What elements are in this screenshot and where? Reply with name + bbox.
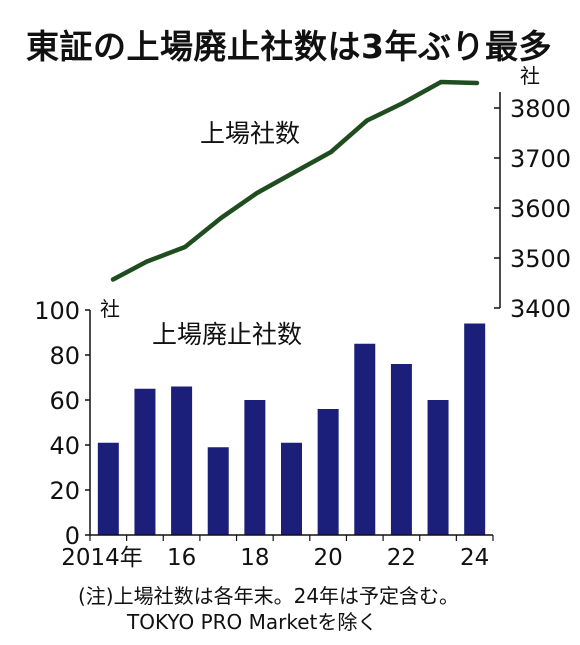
bar-series-label: 上場廃止社数 xyxy=(152,320,302,349)
bar-2016 xyxy=(171,386,193,535)
line-series-label: 上場社数 xyxy=(200,119,300,148)
line-series-upper xyxy=(110,79,480,282)
bar-2024 xyxy=(464,323,486,535)
line-y-tick-label-3800: 3800 xyxy=(510,95,571,123)
x-tick-label-1: 16 xyxy=(167,545,196,571)
footnote-1: (注)上場社数は各年末。24年は予定含む。 xyxy=(78,584,460,608)
bar-2014 xyxy=(97,442,119,535)
bar-2017 xyxy=(207,447,229,535)
line-y-unit-label: 社 xyxy=(520,64,540,88)
x-tick-label-2: 18 xyxy=(240,545,269,571)
bar-2020 xyxy=(317,409,339,535)
bar-y-tick-label-60: 60 xyxy=(49,387,80,415)
bar-y-tick-label-40: 40 xyxy=(49,432,80,460)
bar-2021 xyxy=(354,343,376,535)
bar-2015 xyxy=(134,388,156,535)
x-tick-label-0: 2014年 xyxy=(61,545,143,571)
bar-y-unit-label: 社 xyxy=(100,297,120,321)
line-y-tick-label-3400: 3400 xyxy=(510,295,571,323)
x-tick-label-5: 24 xyxy=(460,545,489,571)
bar-y-tick-label-80: 80 xyxy=(49,342,80,370)
line-y-tick-label-3700: 3700 xyxy=(510,145,571,173)
chart-title: 東証の上場廃止社数は3年ぶり最多 xyxy=(26,27,552,66)
line-y-tick-label-3500: 3500 xyxy=(510,245,571,273)
x-tick-label-4: 22 xyxy=(387,545,416,571)
bar-2023 xyxy=(427,400,449,535)
bar-2022 xyxy=(390,364,412,535)
bar-y-tick-label-100: 100 xyxy=(34,297,80,325)
bar-2019 xyxy=(281,442,302,535)
line-y-tick-label-3600: 3600 xyxy=(510,195,571,223)
x-tick-label-3: 20 xyxy=(313,545,342,571)
bar-y-tick-label-0: 0 xyxy=(65,522,80,550)
bar-2018 xyxy=(244,400,266,535)
footnote-2: TOKYO PRO Marketを除く xyxy=(127,610,378,634)
bar-y-tick-label-20: 20 xyxy=(49,477,80,505)
